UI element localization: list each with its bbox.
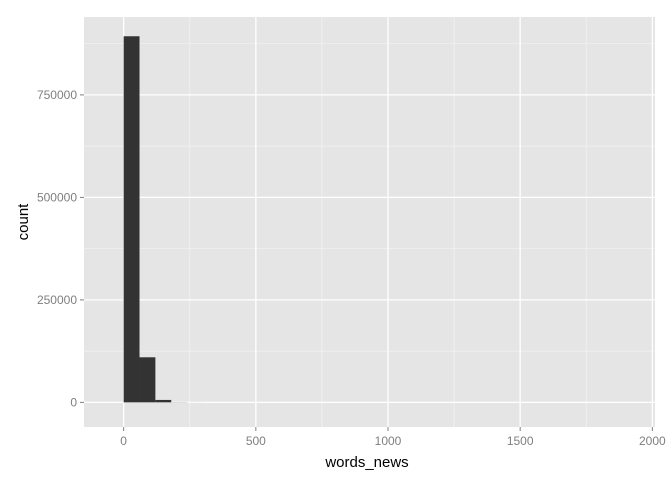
y-tick-label: 0 (70, 395, 77, 409)
x-tick-label: 1000 (375, 434, 402, 448)
histogram-bars (123, 36, 203, 403)
y-axis-title: count (15, 203, 32, 241)
histogram-bar (139, 357, 156, 403)
x-tick-label: 500 (246, 434, 266, 448)
y-tick-label: 500000 (37, 190, 77, 204)
x-axis-title: words_news (324, 454, 408, 471)
x-tick-label: 0 (120, 434, 127, 448)
x-axis: 0 500 1000 1500 2000 (120, 427, 666, 448)
x-tick-label: 1500 (507, 434, 534, 448)
x-tick-label: 2000 (639, 434, 666, 448)
y-tick-label: 750000 (37, 88, 77, 102)
y-tick-label: 250000 (37, 293, 77, 307)
plot-panel (84, 17, 655, 427)
histogram-bar (155, 399, 172, 403)
histogram-bar (123, 36, 140, 403)
minor-gridlines (84, 17, 655, 427)
y-axis: 0 250000 500000 750000 (37, 88, 84, 409)
